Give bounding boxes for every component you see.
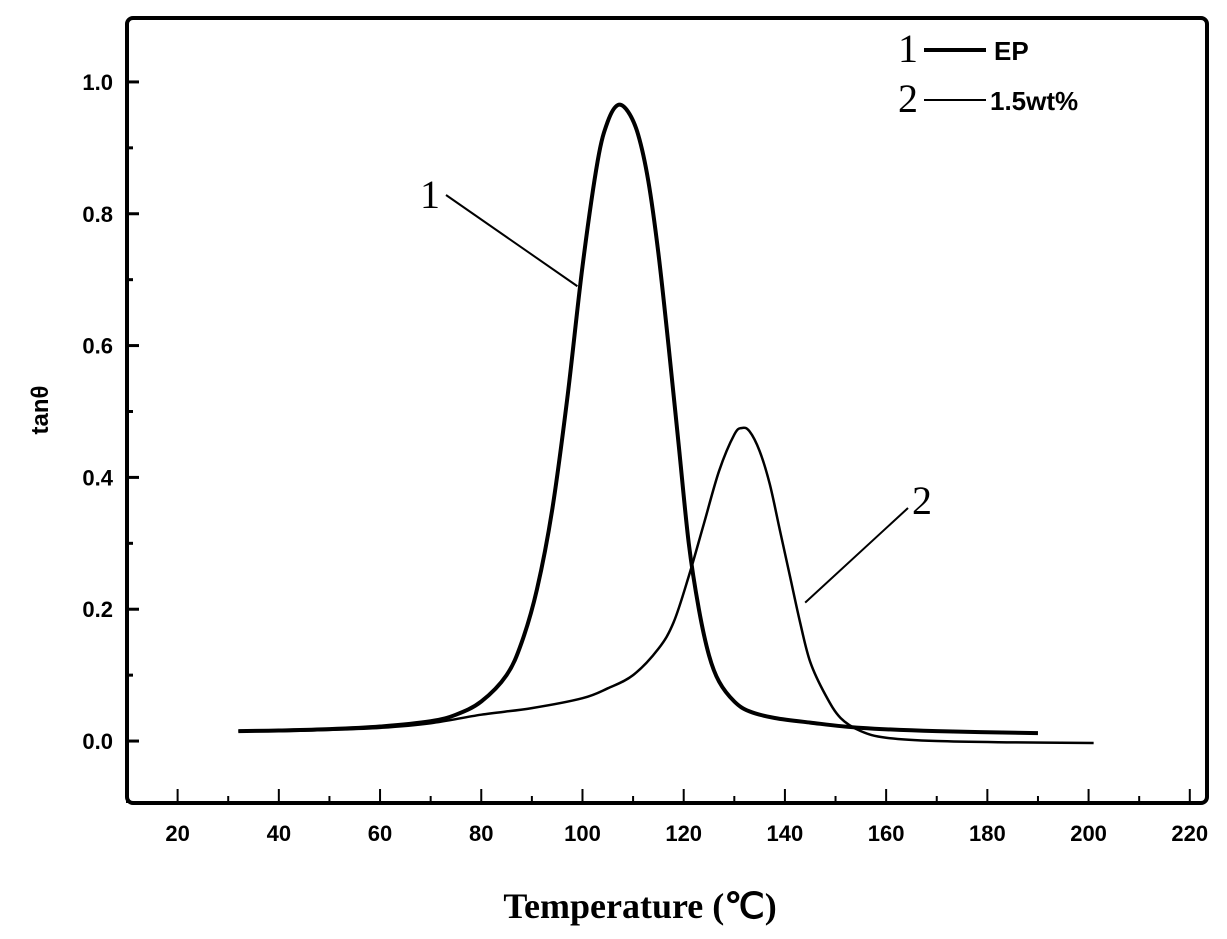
x-tick-label: 200 [1070, 821, 1107, 846]
y-tick-label: 0.0 [82, 729, 113, 754]
x-tick-label: 220 [1171, 821, 1208, 846]
x-tick-label: 60 [368, 821, 392, 846]
x-tick-label: 80 [469, 821, 493, 846]
x-tick-label: 120 [665, 821, 702, 846]
y-tick-label: 0.2 [82, 597, 113, 622]
annotation-label-2: 2 [912, 478, 932, 523]
legend-label-ep: EP [994, 36, 1029, 66]
annotation-leader-2 [804, 507, 909, 604]
plot-frame [125, 16, 1209, 805]
legend-number-2: 2 [898, 76, 918, 121]
x-axis-title: Temperature (℃) [503, 886, 776, 926]
annotation-leader-1 [445, 194, 578, 288]
annotation-label-1: 1 [420, 172, 440, 217]
y-tick-label: 0.6 [82, 334, 113, 359]
y-axis-ticks: 0.0 0.2 0.4 0.6 0.8 1.0 [82, 70, 139, 754]
legend-label-1-5wt: 1.5wt% [990, 86, 1078, 116]
y-tick-label: 0.8 [82, 202, 113, 227]
series-lines [238, 102, 1094, 745]
y-tick-label: 0.4 [82, 465, 113, 490]
series-line-2 [238, 426, 1094, 745]
x-tick-label: 20 [165, 821, 189, 846]
x-tick-label: 100 [564, 821, 601, 846]
x-axis-ticks: 20 40 60 80 100 120 140 160 180 200 220 [126, 789, 1208, 846]
legend: 1 EP 2 1.5wt% [898, 26, 1078, 121]
x-tick-label: 40 [267, 821, 291, 846]
x-tick-label: 160 [868, 821, 905, 846]
y-tick-label: 1.0 [82, 70, 113, 95]
legend-number-1: 1 [898, 26, 918, 71]
y-axis-title: tanθ [27, 386, 54, 435]
x-tick-label: 180 [969, 821, 1006, 846]
series-line-1 [238, 102, 1039, 736]
x-tick-label: 140 [767, 821, 804, 846]
